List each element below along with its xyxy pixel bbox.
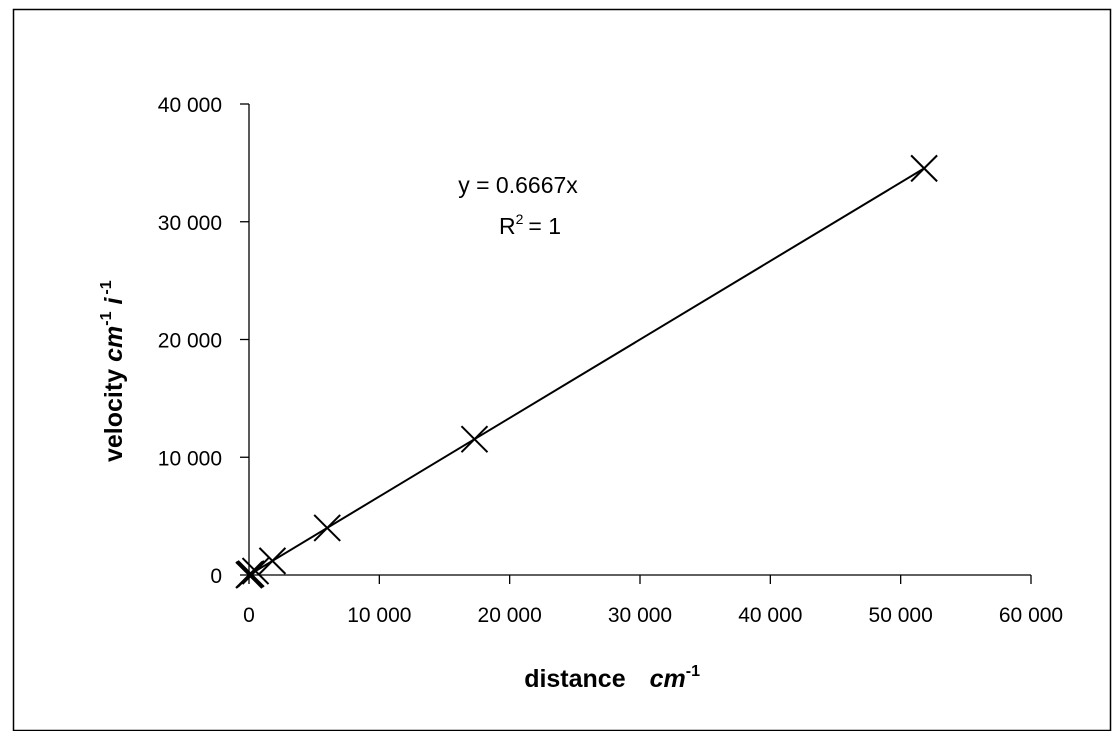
y-axis-tick-labels: 0 10 000 20 000 30 000 40 000 bbox=[158, 94, 222, 588]
x-axis-title-text: distance bbox=[524, 665, 626, 693]
x-axis-title: distance cm-1 bbox=[524, 663, 700, 693]
data-point-marker bbox=[241, 557, 270, 585]
x-tick-label: 30 000 bbox=[608, 604, 672, 627]
y-tick-label: 0 bbox=[210, 565, 222, 588]
x-axis-tick-labels: 0 10 000 20 000 30 000 40 000 50 000 60 000 bbox=[243, 604, 1063, 627]
data-point-marker bbox=[313, 514, 341, 542]
data-point-marker bbox=[460, 425, 489, 453]
data-point-marker bbox=[237, 560, 265, 588]
x-tick-label: 50 000 bbox=[869, 604, 933, 627]
x-tick-label: 20 000 bbox=[478, 604, 542, 627]
x-axis-ticks bbox=[248, 575, 1032, 584]
y-tick-label: 30 000 bbox=[158, 212, 222, 235]
data-point-marker bbox=[258, 547, 287, 575]
data-point-marker bbox=[910, 154, 938, 183]
y-axis-title-unit2-exponent: -1 bbox=[98, 280, 115, 294]
y-axis-title: velocitycm-1i-1 bbox=[98, 280, 128, 462]
y-tick-label: 20 000 bbox=[158, 330, 222, 353]
trendline-equation: y = 0.6667x bbox=[458, 172, 578, 198]
trendline-r-squared: R2 = 1 bbox=[499, 211, 561, 239]
y-tick-label: 10 000 bbox=[158, 447, 222, 470]
x-axis-title-unit-exponent: -1 bbox=[686, 663, 700, 680]
y-axis-title-unit2: i bbox=[100, 297, 128, 305]
y-tick-label: 40 000 bbox=[158, 94, 222, 117]
x-tick-label: 60 000 bbox=[999, 604, 1063, 627]
x-axis-title-unit: cm bbox=[650, 665, 686, 693]
x-tick-label: 40 000 bbox=[738, 604, 802, 627]
y-axis-title-text: velocity bbox=[100, 369, 128, 462]
r-squared-symbol: R bbox=[499, 213, 516, 239]
trendline bbox=[248, 167, 925, 576]
x-tick-label: 0 bbox=[243, 604, 255, 627]
chart-border bbox=[12, 8, 1112, 732]
y-axis-ticks bbox=[240, 103, 249, 576]
y-axis-title-unit: cm bbox=[100, 326, 128, 362]
data-markers bbox=[235, 154, 938, 589]
x-tick-label: 10 000 bbox=[347, 604, 411, 627]
y-axis-title-unit-exponent: -1 bbox=[98, 311, 115, 325]
r-squared-exponent: 2 bbox=[516, 211, 524, 227]
r-squared-value: = 1 bbox=[528, 213, 561, 239]
